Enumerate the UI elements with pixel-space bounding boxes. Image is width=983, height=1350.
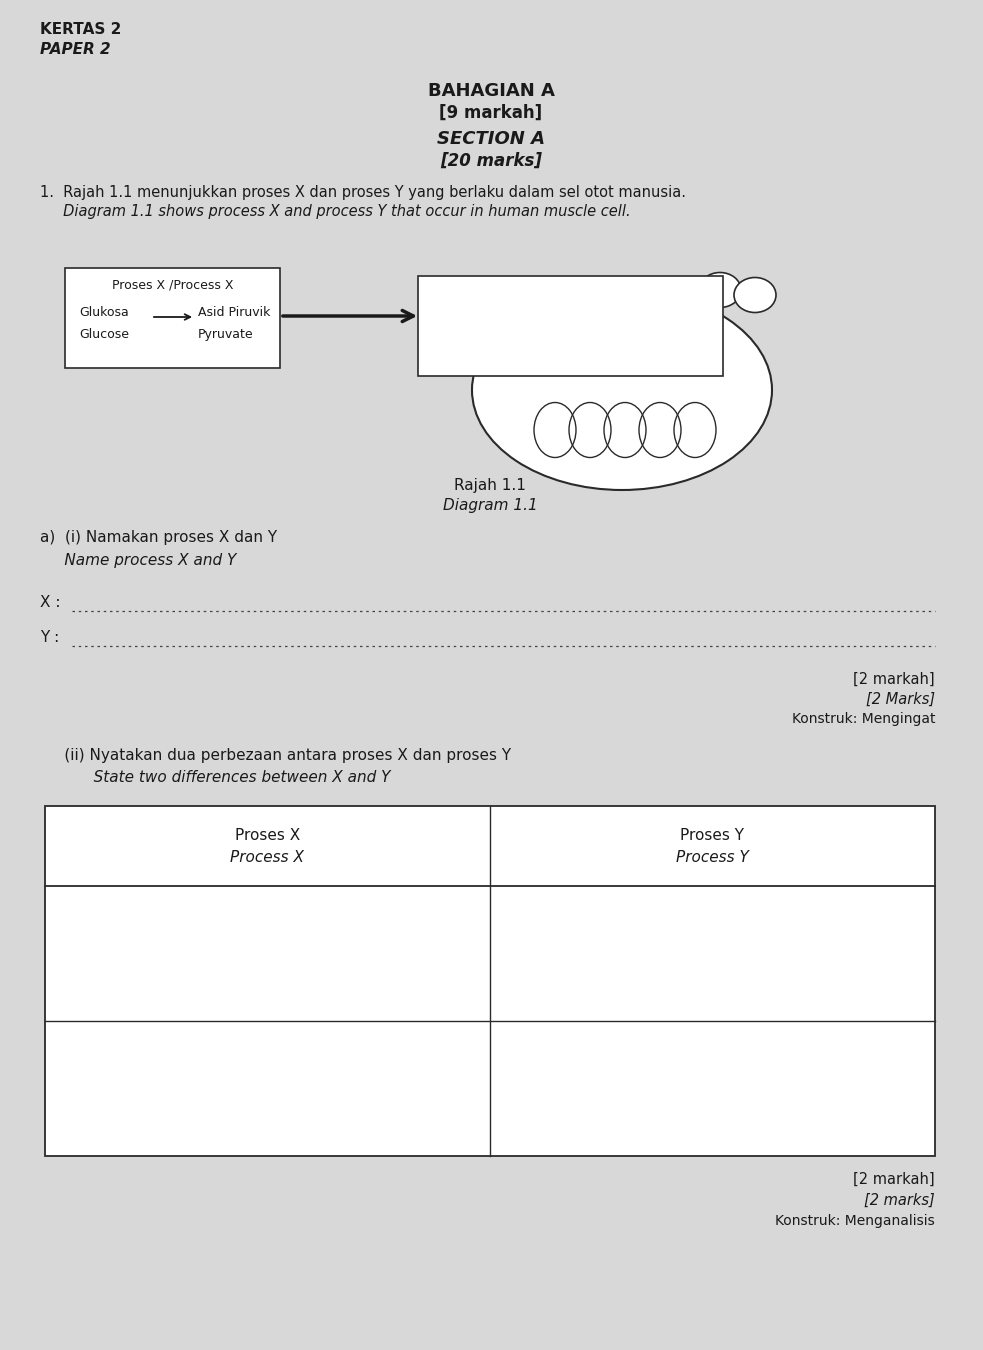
Text: Proses Y: Proses Y <box>680 829 744 844</box>
Text: Proses X: Proses X <box>235 829 300 844</box>
Text: [2 markah]: [2 markah] <box>853 672 935 687</box>
Text: [2 marks]: [2 marks] <box>864 1193 935 1208</box>
Text: Process X: Process X <box>230 850 305 865</box>
Bar <box>65 269 280 369</box>
Text: BAHAGIAN A: BAHAGIAN A <box>428 82 554 100</box>
Text: Diagram 1.1 shows process X and process Y that occur in human muscle cell.: Diagram 1.1 shows process X and process … <box>40 204 631 219</box>
Text: Proses X /Process X: Proses X /Process X <box>112 278 233 292</box>
Bar <box>418 275 723 377</box>
Text: [20 marks]: [20 marks] <box>440 153 542 170</box>
Text: Asid Piruvik: Asid Piruvik <box>198 306 270 319</box>
Text: Glucose: Glucose <box>79 328 129 342</box>
Text: (ii) Nyatakan dua perbezaan antara proses X dan proses Y: (ii) Nyatakan dua perbezaan antara prose… <box>40 748 511 763</box>
Text: Name process X and Y: Name process X and Y <box>40 554 236 568</box>
Text: PAPER 2: PAPER 2 <box>40 42 111 57</box>
Bar <box>45 806 935 1156</box>
Text: X :: X : <box>40 595 66 610</box>
Text: [2 markah]: [2 markah] <box>853 1172 935 1187</box>
Text: Karbon dioksida+ air + Tenaga: Karbon dioksida+ air + Tenaga <box>467 319 673 331</box>
Text: 1.  Rajah 1.1 menunjukkan proses X dan proses Y yang berlaku dalam sel otot manu: 1. Rajah 1.1 menunjukkan proses X dan pr… <box>40 185 686 200</box>
Text: a)  (i) Namakan proses X dan Y: a) (i) Namakan proses X dan Y <box>40 531 277 545</box>
Ellipse shape <box>699 273 741 308</box>
Ellipse shape <box>659 278 701 312</box>
Text: Y :: Y : <box>40 630 64 645</box>
Text: Proses Y/ Process Y: Proses Y/ Process Y <box>507 288 634 301</box>
Text: State two differences between X and Y: State two differences between X and Y <box>40 769 390 784</box>
Text: Diagram 1.1: Diagram 1.1 <box>442 498 538 513</box>
Ellipse shape <box>734 278 776 312</box>
Text: Pyruvate: Pyruvate <box>198 328 254 342</box>
Text: Glukosa: Glukosa <box>79 306 129 319</box>
Text: [9 markah]: [9 markah] <box>439 104 543 122</box>
Text: [2 Marks]: [2 Marks] <box>866 693 935 707</box>
Text: Rajah 1.1: Rajah 1.1 <box>454 478 526 493</box>
Ellipse shape <box>472 290 772 490</box>
Text: Process Y: Process Y <box>676 850 749 865</box>
Text: Konstruk: Mengingat: Konstruk: Mengingat <box>791 711 935 726</box>
Text: Carbon dioxide+ water+ energy: Carbon dioxide+ water+ energy <box>463 338 678 351</box>
Text: KERTAS 2: KERTAS 2 <box>40 22 121 36</box>
Text: SECTION A: SECTION A <box>437 130 545 148</box>
Text: Konstruk: Menganalisis: Konstruk: Menganalisis <box>776 1214 935 1228</box>
